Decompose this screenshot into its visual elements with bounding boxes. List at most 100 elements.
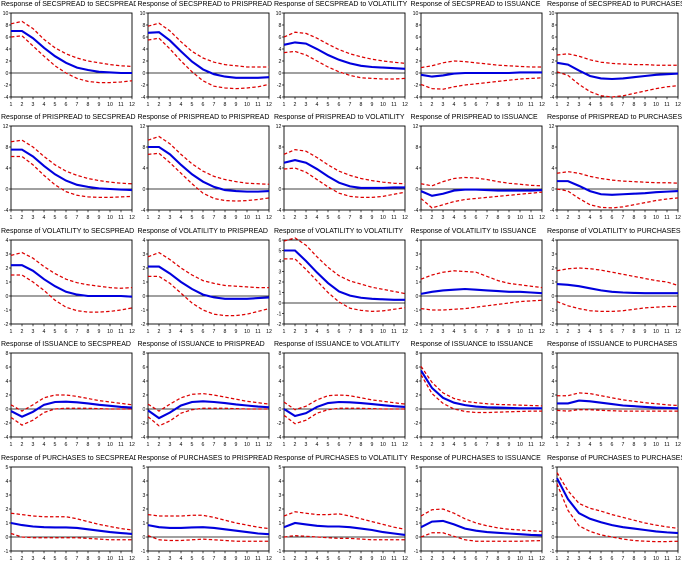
x-tick-label: 5 [327,442,330,448]
x-tick-label: 9 [644,215,647,221]
x-tick-label: 6 [474,556,477,562]
x-tick-label: 1 [146,442,149,448]
x-tick-label: 11 [528,215,533,221]
upper-band-line [10,139,133,185]
x-tick-label: 8 [633,329,636,335]
x-tick-label: 2 [567,215,570,221]
x-tick-label: 7 [349,215,352,221]
y-tick-label: 10 [139,11,145,17]
x-tick-label: 2 [430,442,433,448]
y-tick-label: 1 [415,280,418,286]
x-tick-label: 3 [305,215,308,221]
y-tick-label: 4 [142,379,145,385]
x-tick-label: 7 [212,102,215,108]
x-tick-label: 11 [664,442,669,448]
x-tick-label: 4 [43,102,46,108]
x-tick-label: 2 [567,102,570,108]
x-tick-label: 3 [32,215,35,221]
x-tick-label: 7 [485,215,488,221]
x-tick-label: 7 [212,215,215,221]
y-tick-label: 4 [415,47,418,53]
y-tick-label: 12 [139,124,145,130]
y-tick-label: -2 [277,322,282,328]
subplot-title: Response of SECSPREAD to SECSPREAD [1,1,136,8]
y-tick-label: 4 [6,238,9,244]
upper-band-line [556,53,678,66]
irf-subplot: Response of PRISPREAD to PRISPREAD 12 8 4 0-… [137,113,273,226]
y-tick-label: 5 [552,464,555,470]
x-tick-label: 11 [528,556,533,562]
y-tick-label: 0 [6,71,9,77]
y-tick-label: 12 [549,124,555,130]
x-tick-label: 5 [190,102,193,108]
plot-frame [420,239,542,325]
lower-band-line [283,407,405,425]
x-tick-label: 7 [349,556,352,562]
subplot-title: Response of ISSUANCE to VOLATILITY [274,341,400,349]
upper-band-line [556,267,679,286]
x-tick-label: 12 [675,102,681,108]
x-tick-label: 2 [157,556,160,562]
subplot-title: Response of VOLATILITY to VOLATILITY [274,227,404,235]
x-tick-label: 3 [32,556,35,562]
x-tick-label: 5 [327,215,330,221]
x-tick-label: 7 [622,556,625,562]
x-tick-label: 2 [430,329,433,335]
x-tick-label: 10 [244,102,250,108]
y-tick-label: -4 [550,435,555,441]
plot-frame [147,352,269,438]
y-tick-label: -1 [4,548,9,554]
plot-frame [10,466,133,552]
plot-frame [10,12,133,98]
y-tick-label: -4 [277,435,282,441]
x-tick-label: 6 [338,102,341,108]
lower-band-line [556,483,679,542]
x-tick-label: 1 [146,102,149,108]
subplot-title: Response of VOLATILITY to SECSPREAD [1,227,135,235]
lower-band-line [419,374,542,414]
x-tick-label: 1 [419,556,422,562]
x-tick-label: 6 [65,556,68,562]
x-tick-label: 4 [452,102,455,108]
x-tick-label: 5 [327,556,330,562]
y-tick-label: 4 [415,166,418,172]
x-tick-label: 2 [21,102,24,108]
y-tick-label: -2 [4,83,9,89]
y-tick-label: 6 [279,365,282,371]
x-tick-label: 11 [528,442,533,448]
x-tick-label: 4 [452,442,455,448]
x-tick-label: 3 [578,556,581,562]
subplot-title: Response of VOLATILITY to ISSUANCE [410,227,537,235]
x-tick-label: 11 [664,102,669,108]
x-tick-label: 9 [644,442,647,448]
x-tick-label: 10 [244,215,250,221]
x-tick-label: 7 [485,556,488,562]
subplot-title: Response of ISSUANCE to ISSUANCE [410,341,534,349]
y-tick-label: 3 [415,252,418,258]
y-tick-label: 6 [552,35,555,41]
x-tick-label: 10 [517,102,523,108]
y-tick-label: 2 [279,280,282,286]
x-tick-label: 3 [32,102,35,108]
y-tick-label: 5 [279,464,282,470]
x-tick-label: 4 [316,556,319,562]
y-tick-label: 3 [279,269,282,275]
y-tick-label: 4 [6,379,9,385]
x-tick-label: 8 [360,329,363,335]
x-tick-label: 5 [190,442,193,448]
x-tick-label: 8 [496,215,499,221]
x-tick-label: 12 [675,442,681,448]
y-tick-label: 4 [552,478,555,484]
plot-frame [283,352,406,438]
x-tick-label: 9 [507,442,510,448]
y-tick-label: 8 [415,351,418,357]
plot-frame [420,125,542,211]
x-tick-label: 3 [441,329,444,335]
x-tick-label: 6 [474,329,477,335]
irf-subplot: Response of PRISPREAD to SECSPREAD 12 8 4 0-… [0,113,136,226]
